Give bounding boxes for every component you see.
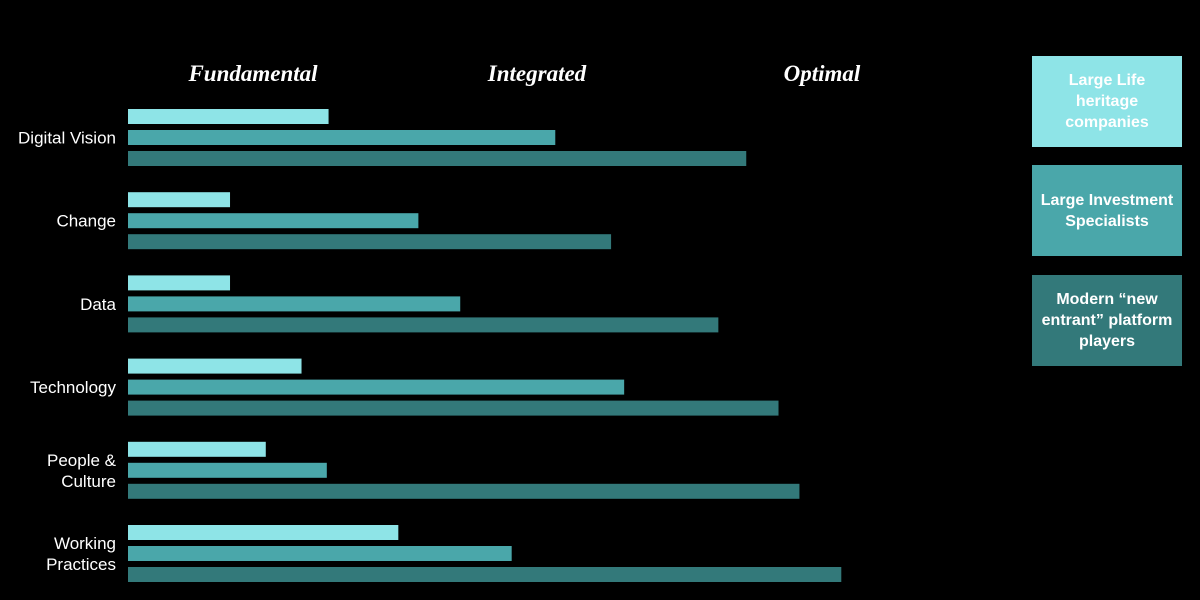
legend-item-heritage: Large Life heritage companies: [1032, 56, 1182, 147]
category-label: Working Practices: [46, 534, 116, 574]
bar-series-2: [128, 213, 419, 229]
bar-series-2: [128, 546, 512, 561]
bar-series-1: [128, 441, 266, 457]
bar-series-1: [128, 525, 399, 540]
category-label: Change: [56, 212, 116, 231]
bar-series-2: [128, 130, 556, 145]
bar-series-1: [128, 275, 231, 291]
category-label: Digital Vision: [18, 129, 116, 148]
bar-series-2: [128, 462, 327, 478]
bar-series-3: [128, 317, 719, 333]
category-label: Technology: [30, 378, 117, 397]
scale-label-fundamental: Fundamental: [187, 61, 318, 86]
bar-series-2: [128, 296, 461, 312]
bar-series-3: [128, 151, 747, 166]
bar-series-3: [128, 400, 779, 416]
bar-series-1: [128, 109, 329, 124]
bar-series-3: [128, 483, 800, 499]
bar-series-1: [128, 358, 302, 374]
legend-item-platform: Modern “new entrant” platform players: [1032, 275, 1182, 366]
legend-label-heritage: Large Life heritage companies: [1065, 72, 1149, 131]
bar-series-2: [128, 379, 625, 395]
bar-series-3: [128, 567, 842, 582]
category-label: People & Culture: [47, 451, 117, 491]
bar-series-1: [128, 192, 231, 208]
scale-label-integrated: Integrated: [487, 61, 587, 86]
legend-label-investment: Large Investment Specialists: [1040, 191, 1174, 230]
legend-item-investment: Large Investment Specialists: [1032, 165, 1182, 256]
scale-label-optimal: Optimal: [784, 61, 861, 86]
bar-series-3: [128, 234, 612, 250]
category-label: Data: [80, 295, 116, 314]
legend-label-platform: Modern “new entrant” platform players: [1041, 291, 1173, 350]
